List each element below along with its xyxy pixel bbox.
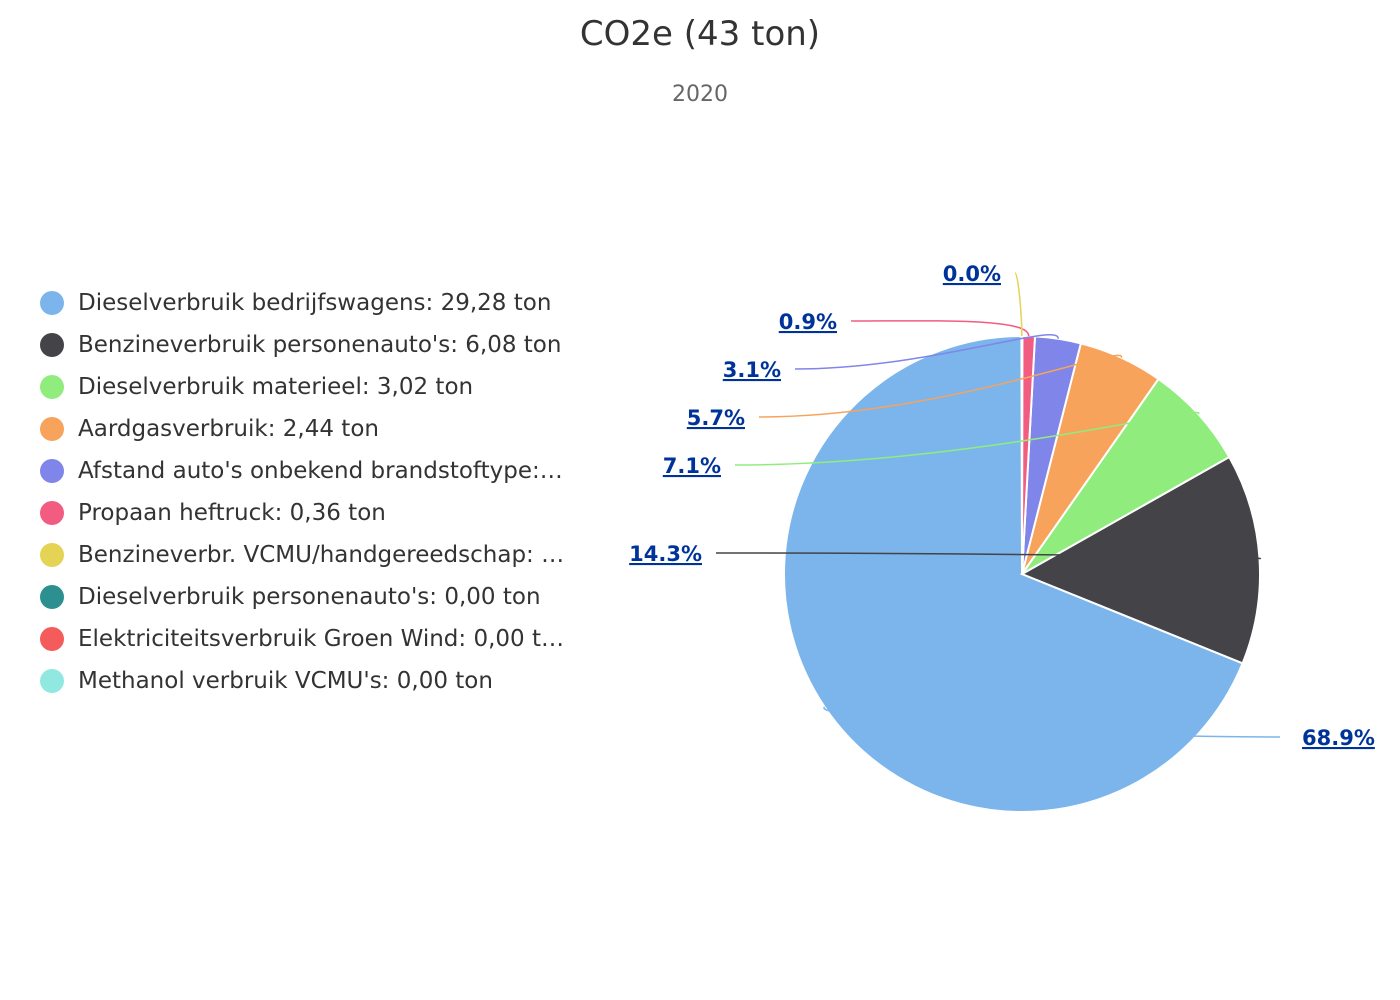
chart-subtitle: 2020 xyxy=(672,82,728,107)
legend-marker xyxy=(40,501,64,525)
legend-item[interactable]: Benzineverbruik personenauto's: 6,08 ton xyxy=(40,324,600,366)
data-label[interactable]: 68.9% xyxy=(1302,726,1375,750)
legend-label: Elektriciteitsverbruik Groen Wind: 0,00 … xyxy=(78,626,565,652)
legend-marker xyxy=(40,459,64,483)
legend-item[interactable]: Propaan heftruck: 0,36 ton xyxy=(40,492,600,534)
chart-legend: Dieselverbruik bedrijfswagens: 29,28 ton… xyxy=(40,282,600,702)
legend-item[interactable]: Dieselverbruik materieel: 3,02 ton xyxy=(40,366,600,408)
pie-slice[interactable] xyxy=(1021,377,1231,575)
legend-label: Propaan heftruck: 0,36 ton xyxy=(78,500,386,526)
legend-label: Benzineverbruik personenauto's: 6,08 ton xyxy=(78,332,562,358)
legend-label: Methanol verbruik VCMU's: 0,00 ton xyxy=(78,668,493,694)
legend-label: Dieselverbruik materieel: 3,02 ton xyxy=(78,374,474,400)
legend-marker xyxy=(40,585,64,609)
legend-item[interactable]: Dieselverbruik bedrijfswagens: 29,28 ton xyxy=(40,282,600,324)
legend-label: Aardgasverbruik: 2,44 ton xyxy=(78,416,379,442)
legend-item[interactable]: Aardgasverbruik: 2,44 ton xyxy=(40,408,600,450)
data-label[interactable]: 3.1% xyxy=(723,358,781,382)
legend-item[interactable]: Afstand auto's onbekend brandstoftype:… xyxy=(40,450,600,492)
data-label-connector xyxy=(758,354,1123,418)
legend-marker xyxy=(40,333,64,357)
pie-slice[interactable] xyxy=(783,334,1244,813)
data-label-connector xyxy=(794,334,1059,370)
legend-marker xyxy=(40,291,64,315)
data-label-connector xyxy=(715,552,1261,560)
data-label-connector xyxy=(1014,272,1023,337)
data-label[interactable]: 5.7% xyxy=(687,406,745,430)
legend-marker xyxy=(40,669,64,693)
data-label[interactable]: 14.3% xyxy=(629,542,702,566)
legend-label: Dieselverbruik bedrijfswagens: 29,28 ton xyxy=(78,290,552,316)
data-label[interactable]: 0.9% xyxy=(779,310,837,334)
legend-marker xyxy=(40,417,64,441)
data-label-connector xyxy=(823,706,1281,738)
legend-item[interactable]: Elektriciteitsverbruik Groen Wind: 0,00 … xyxy=(40,618,600,660)
legend-marker xyxy=(40,543,64,567)
data-label-connector xyxy=(850,320,1030,337)
chart-title: CO2e (43 ton) xyxy=(579,14,821,54)
data-label[interactable]: 0.0% xyxy=(943,262,1001,286)
legend-label: Benzineverbr. VCMU/handgereedschap: … xyxy=(78,542,565,568)
legend-marker xyxy=(40,375,64,399)
legend-marker xyxy=(40,627,64,651)
legend-label: Afstand auto's onbekend brandstoftype:… xyxy=(78,458,563,484)
legend-item[interactable]: Methanol verbruik VCMU's: 0,00 ton xyxy=(40,660,600,702)
data-label[interactable]: 7.1% xyxy=(663,454,721,478)
legend-item[interactable]: Benzineverbr. VCMU/handgereedschap: … xyxy=(40,534,600,576)
data-label-connector xyxy=(734,411,1200,466)
legend-item[interactable]: Dieselverbruik personenauto's: 0,00 ton xyxy=(40,576,600,618)
pie-slice[interactable] xyxy=(1020,334,1024,575)
legend-label: Dieselverbruik personenauto's: 0,00 ton xyxy=(78,584,541,610)
